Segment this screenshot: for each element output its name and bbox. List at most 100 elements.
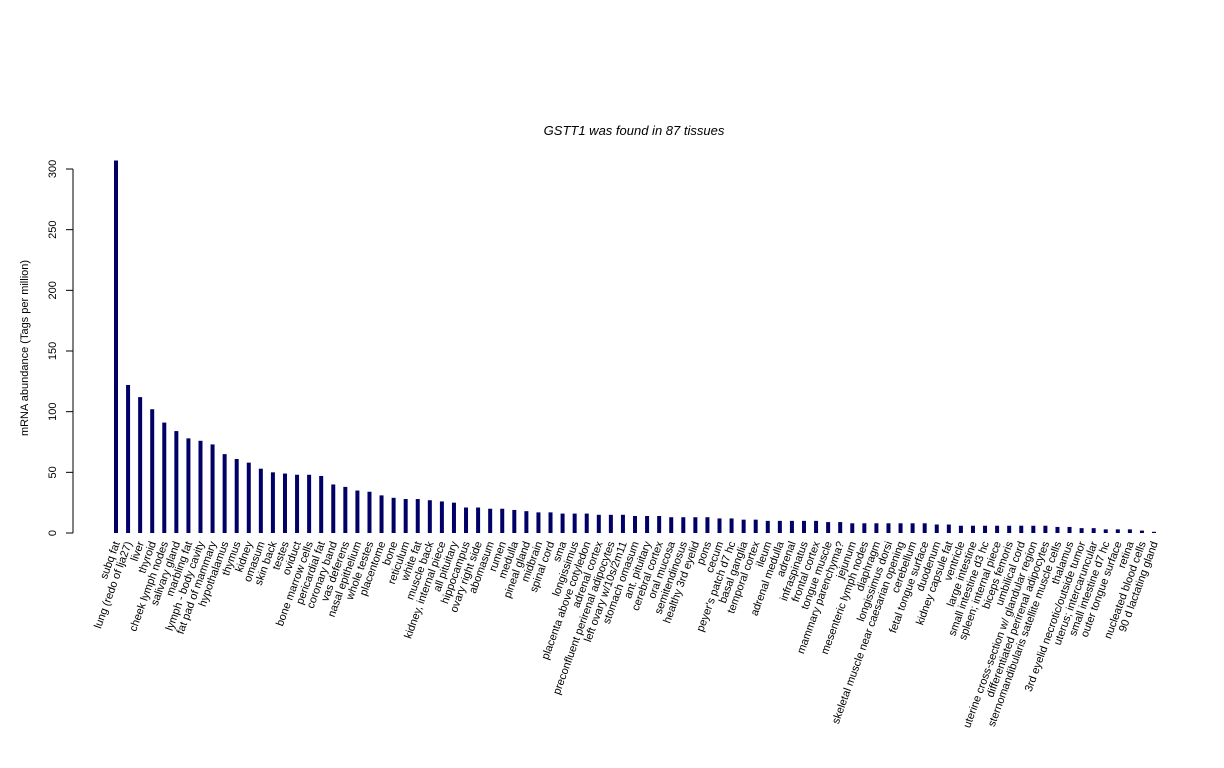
bar [1115,529,1120,533]
bar [174,431,179,533]
bar [150,409,155,533]
bar [693,517,698,533]
y-tick-label: 300 [47,160,59,178]
bar [439,501,444,533]
bar [258,468,263,533]
bar [898,523,903,533]
bar [560,513,565,533]
y-tick-label: 200 [47,281,59,299]
bar [355,490,360,533]
bar [596,514,601,533]
y-tick-label: 100 [47,402,59,420]
bar [717,518,722,533]
bar [234,458,239,533]
bar [548,512,553,533]
bar [307,474,312,533]
bar [620,514,625,533]
bar [1152,531,1157,533]
bar [584,513,589,533]
bar [669,517,674,533]
bar [524,511,529,533]
y-tick-label: 250 [47,220,59,238]
bar [1019,525,1024,533]
bar [995,525,1000,533]
bar [645,516,650,533]
bar [415,499,420,533]
bar [114,160,118,534]
bar [753,519,758,533]
bar [282,473,287,533]
bar [210,444,215,533]
bar [777,520,782,533]
bar [246,462,251,533]
y-tick-label: 50 [47,466,59,478]
bar [138,397,143,533]
bar [319,475,324,533]
bar [331,484,336,533]
bar [464,507,469,533]
bar [946,524,951,533]
bar [838,522,843,533]
bar [886,523,891,533]
bar [451,502,456,533]
bar [536,512,541,533]
bar [162,422,167,533]
bar [270,472,275,533]
bar [512,509,517,533]
bar [343,486,348,533]
bar [850,523,855,533]
bar [1091,528,1096,533]
bar [633,516,638,533]
chart-title: GSTT1 was found in 87 tissues [544,123,725,138]
bar [1067,526,1072,533]
bar [1007,525,1012,533]
bar [934,524,939,533]
bar [488,508,493,533]
bar [922,523,927,533]
bar [970,525,975,533]
bar [657,516,662,533]
bar [1079,528,1084,533]
bar [862,523,867,533]
bar [874,523,879,533]
bar [1127,529,1132,533]
bar [1043,525,1048,533]
bar [1103,529,1108,533]
bar [403,499,408,533]
bar [958,525,963,533]
bar [367,491,372,533]
bar [729,518,734,533]
bar [814,520,819,533]
bar [572,513,577,533]
bar [186,438,191,533]
bar [608,514,613,533]
bar [789,520,794,533]
bar [476,507,481,533]
bar [983,525,988,533]
bar [126,384,131,533]
bar [705,517,710,533]
bar [391,497,396,533]
y-tick-label: 0 [47,530,59,536]
bar [295,474,300,533]
bar [1139,530,1144,533]
bar [910,523,915,533]
bar [826,522,831,533]
bar [379,495,384,533]
bar [222,454,227,533]
bar [801,520,806,533]
bar [765,520,770,533]
bar [198,440,203,533]
y-tick-label: 150 [47,342,59,360]
bar [681,517,686,533]
bar [741,519,746,533]
bars-group [114,160,1157,534]
bar [427,500,432,533]
bar [1031,525,1036,533]
bar [500,508,505,533]
y-axis: 0 50 100 150 200 250 300 [47,160,74,536]
y-axis-label: mRNA abundance (Tags per million) [19,260,31,436]
bar [1055,526,1060,533]
